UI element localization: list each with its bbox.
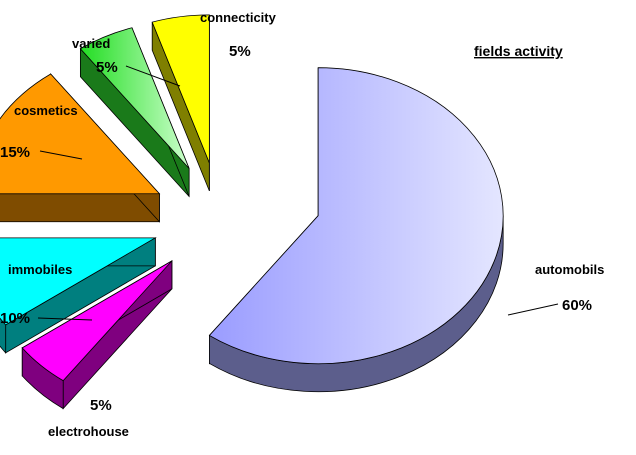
pie-labels: automobils 60% electrohouse 5% immobiles 10% c… [0, 10, 604, 439]
slice-top [0, 237, 157, 326]
value-label-cosmetics: 15% [0, 144, 30, 161]
leader-line-automobils [507, 303, 559, 316]
category-label-automobils: automobils [535, 262, 604, 277]
category-label-connecticity: connecticity [200, 10, 277, 25]
value-label-connecticity: 5% [229, 43, 251, 60]
slice-wall [0, 193, 160, 223]
slice-top [21, 260, 173, 382]
category-label-varied: varied [72, 36, 110, 51]
leader-line-immobiles [37, 317, 93, 321]
slice-top [208, 67, 504, 365]
slice-top [79, 27, 190, 169]
pie-slice-electrohouse [21, 259, 173, 410]
pie-slices [0, 14, 504, 410]
chart-title: fields activity [474, 43, 563, 59]
pie-slice-varied [79, 27, 190, 198]
pie-slice-immobiles [0, 237, 157, 354]
category-label-immobiles: immobiles [8, 262, 72, 277]
slice-top [151, 14, 210, 164]
slice-side [0, 317, 7, 354]
value-label-automobils: 60% [562, 297, 592, 314]
pie-slice-connecticity [151, 14, 210, 192]
category-label-cosmetics: cosmetics [14, 103, 78, 118]
category-label-electrohouse: electrohouse [48, 424, 129, 439]
value-label-immobiles: 10% [0, 310, 30, 327]
leader-lines [37, 65, 559, 321]
leader-line-cosmetics [39, 150, 83, 160]
value-label-electrohouse: 5% [90, 397, 112, 414]
slice-top [0, 73, 161, 195]
pie-slice-cosmetics [0, 72, 161, 223]
leader-line-varied [125, 65, 181, 87]
value-label-varied: 5% [96, 59, 118, 76]
pie-slice-automobils [208, 67, 504, 393]
